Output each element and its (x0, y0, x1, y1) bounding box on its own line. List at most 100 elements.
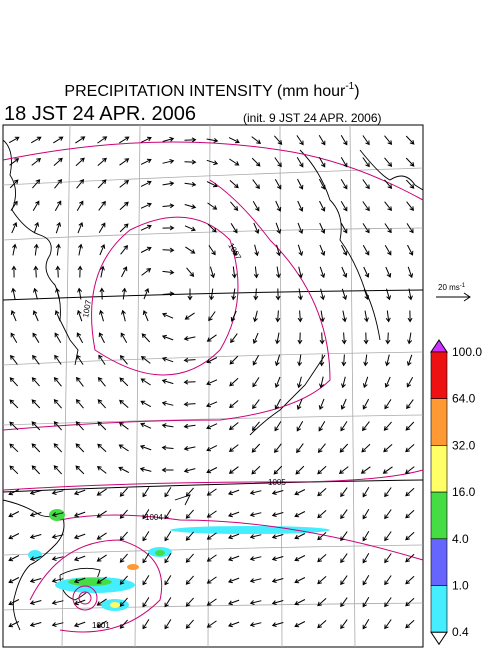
wind-arrow (55, 287, 60, 300)
wind-arrow (164, 531, 172, 542)
wind-arrow (9, 421, 19, 431)
wind-arrow (340, 135, 348, 146)
wind-arrow (362, 553, 370, 564)
wind-arrow (405, 509, 415, 519)
colorbar: 100.0 64.0 32.0 16.0 4.0 1.0 0.4 (430, 339, 482, 646)
wind-arrow (206, 159, 219, 166)
wind-arrow (183, 468, 196, 473)
wind-arrow (274, 157, 282, 168)
wind-arrow (407, 288, 413, 301)
wind-arrow (317, 598, 327, 607)
wind-arrow (55, 243, 61, 256)
wind-arrow (98, 200, 106, 211)
wind-arrow (98, 222, 106, 234)
wind-arrow (228, 555, 240, 562)
wind-arrow (249, 622, 262, 627)
wind-arrow (249, 556, 262, 561)
wind-arrow (183, 336, 196, 341)
wind-arrow (206, 181, 218, 188)
colorbar-label: 32.0 (452, 438, 476, 452)
wind-arrow (140, 202, 152, 209)
colorbar-top-triangle (430, 339, 448, 353)
wind-arrow (252, 201, 260, 212)
wind-arrow (363, 266, 370, 278)
wind-arrow (384, 597, 392, 608)
wind-arrow (141, 267, 152, 276)
wind-arrow (53, 443, 63, 453)
wind-arrow (338, 466, 349, 474)
wind-arrow (319, 244, 326, 257)
wind-arrow (9, 399, 19, 409)
wind-arrow (184, 181, 197, 187)
wind-arrow (319, 200, 326, 212)
wind-arrow (229, 158, 240, 166)
wind-arrow (341, 244, 348, 256)
wind-arrow (32, 179, 41, 189)
wind-arrow (274, 376, 281, 389)
wind-arrow (9, 158, 20, 166)
wind-arrow (140, 246, 152, 253)
wind-arrow (294, 511, 306, 518)
wind-arrow (76, 178, 85, 189)
wind-arrow (297, 222, 304, 234)
wind-arrow (54, 200, 62, 212)
wind-arrow (164, 597, 172, 608)
wind-arrow (140, 400, 152, 408)
wind-arrows (8, 135, 415, 630)
wind-arrow (142, 309, 149, 322)
wind-arrow (73, 555, 86, 562)
wind-arrow (51, 622, 64, 627)
wind-arrow (384, 201, 393, 212)
wind-arrow (206, 357, 218, 364)
wind-arrow (183, 379, 196, 385)
wind-arrow (297, 354, 303, 367)
wind-arrow (96, 598, 107, 606)
wind-arrow (206, 423, 218, 430)
wind-arrow (8, 621, 20, 628)
wind-arrow (362, 531, 370, 542)
wind-arrow (8, 136, 20, 144)
wind-arrow (361, 421, 370, 432)
wind-arrow (73, 511, 86, 518)
wind-arrow (406, 223, 414, 234)
wind-arrow (340, 179, 348, 190)
wind-arrow (384, 553, 392, 564)
wind-arrow (251, 443, 261, 453)
wind-arrow (119, 136, 130, 144)
wind-arrow (51, 600, 64, 605)
wind-arrow (317, 576, 327, 585)
wind-arrow (29, 534, 42, 539)
wind-arrow (404, 466, 415, 475)
wind-arrow (294, 577, 306, 584)
wind-arrow (296, 135, 304, 146)
wind-arrow (208, 245, 216, 256)
wind-arrow (143, 288, 150, 300)
wind-arrow (228, 137, 240, 144)
wind-arrow (294, 621, 306, 628)
colorbar-segment (430, 585, 448, 633)
wind-arrow (96, 465, 107, 474)
wind-arrow (31, 377, 40, 387)
wind-arrow (118, 444, 129, 452)
wind-arrow (254, 244, 259, 257)
wind-arrow (273, 465, 283, 475)
wind-arrow (318, 398, 325, 410)
wind-arrow (228, 621, 240, 628)
wind-arrow (340, 487, 348, 498)
wind-arrow (340, 201, 348, 212)
wind-arrow (317, 620, 327, 629)
wind-arrow (253, 222, 260, 235)
wind-arrow (362, 619, 370, 630)
wind-arrow (11, 221, 18, 234)
wind-arrow (341, 354, 347, 367)
wind-arrow (384, 244, 392, 256)
wind-arrow (271, 600, 284, 605)
wind-arrow (271, 512, 284, 517)
colorbar-segment (430, 398, 448, 446)
wind-arrow (8, 489, 20, 496)
wind-arrow (8, 599, 20, 606)
wind-arrow (205, 401, 218, 408)
wind-arrow (274, 354, 281, 367)
wind-arrow (162, 181, 175, 187)
wind-arrow (142, 597, 150, 608)
